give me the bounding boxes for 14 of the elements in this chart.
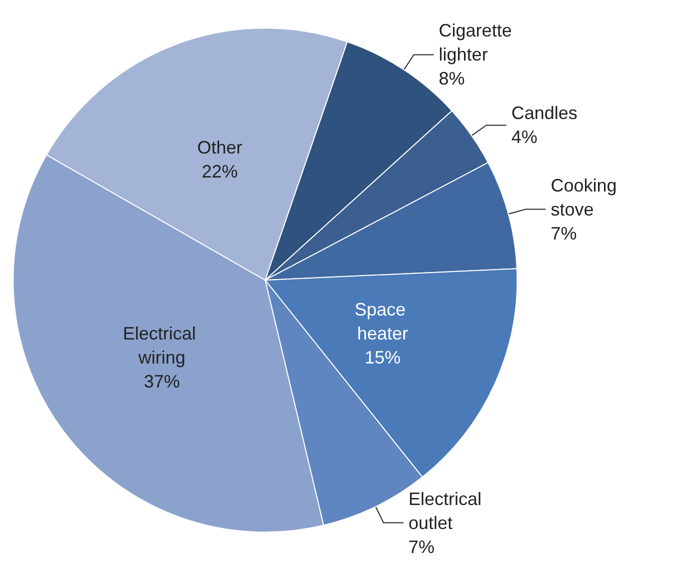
data-label: 15% [364,347,401,368]
slice-label: Space heater [354,299,411,344]
data-label: 8% [438,68,465,89]
slice-label: Electrical outlet [408,488,487,533]
data-label: 4% [511,127,538,148]
slice-label: Electrical wiring [122,323,201,368]
slice-label: Cigarette lighter [438,20,517,65]
slice-label: Cooking stove [550,175,622,220]
data-label: 7% [550,223,577,244]
slice-label: Candles [511,103,578,124]
slice-label: Other [197,137,242,158]
data-label: 37% [144,371,180,392]
data-label: 7% [408,536,435,557]
data-label: 22% [202,161,238,182]
